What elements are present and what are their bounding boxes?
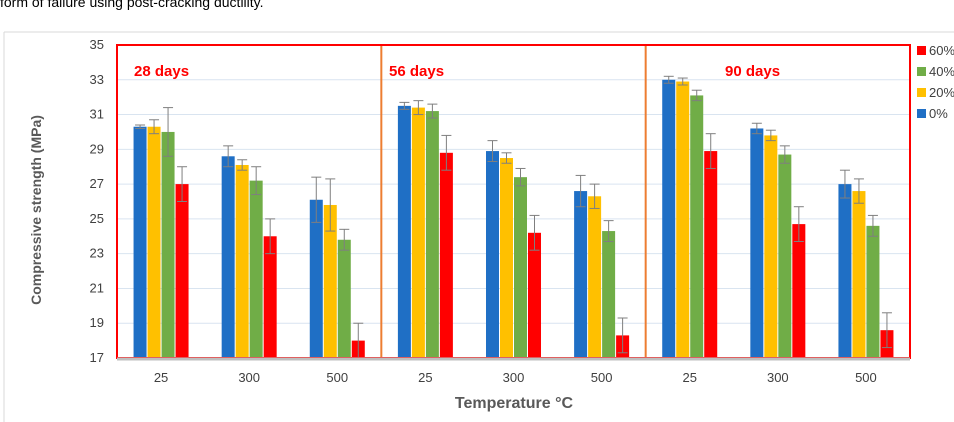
y-tick-label: 33: [90, 72, 104, 87]
y-tick-label: 25: [90, 211, 104, 226]
y-tick-label: 27: [90, 176, 104, 191]
legend-swatch: [917, 88, 926, 97]
bar: [221, 156, 235, 358]
bar: [249, 180, 263, 358]
bar: [574, 191, 588, 358]
x-tick-label: 500: [591, 370, 613, 385]
bar: [439, 152, 453, 358]
bar: [838, 184, 852, 358]
legend-label: 0%: [929, 106, 948, 121]
bar: [750, 128, 764, 358]
bar: [676, 81, 690, 359]
bar: [133, 126, 147, 358]
bar: [866, 225, 880, 358]
y-tick-label: 23: [90, 246, 104, 261]
legend-swatch: [917, 67, 926, 76]
y-tick-label: 17: [90, 350, 104, 365]
x-tick-label: 300: [503, 370, 525, 385]
bar: [323, 204, 337, 358]
bar: [500, 158, 513, 358]
bar: [235, 164, 249, 358]
legend-label: 40%: [929, 64, 954, 79]
x-tick-label: 500: [855, 370, 877, 385]
legend-label: 60%: [929, 43, 954, 58]
bar: [147, 126, 161, 358]
x-tick-label: 500: [326, 370, 348, 385]
bar: [175, 184, 189, 358]
bar: [852, 191, 866, 358]
x-tick-label: 25: [682, 370, 696, 385]
panel-label: 28 days: [134, 63, 189, 80]
bar: [528, 232, 541, 358]
panel-label: 90 days: [725, 63, 780, 80]
bar: [486, 151, 499, 358]
y-tick-label: 19: [90, 315, 104, 330]
y-axis-title: Compressive strength (MPa): [28, 115, 44, 305]
bar: [337, 239, 351, 358]
bar: [778, 154, 792, 358]
bar: [397, 105, 411, 358]
bar: [309, 199, 323, 358]
axis-layer: 17 19 21 23 25 27 29 31 33 35 25 300 500 25 300 500 25 30…: [90, 37, 910, 385]
x-tick-label: 300: [238, 370, 260, 385]
y-tick-label: 35: [90, 37, 104, 52]
x-axis-title: Temperature °C: [455, 395, 574, 412]
y-tick-label: 21: [90, 280, 104, 295]
bar: [690, 95, 704, 358]
y-tick-label: 31: [90, 107, 104, 122]
bar: [602, 231, 616, 358]
legend: 60% 40% 20% 0%: [917, 43, 954, 121]
bar: [792, 224, 806, 358]
bar: [662, 79, 676, 359]
y-tick-label: 29: [90, 141, 104, 156]
legend-swatch: [917, 46, 926, 55]
x-tick-label: 300: [767, 370, 789, 385]
bar: [764, 135, 778, 358]
panel-label: 56 days: [389, 63, 444, 80]
x-tick-label: 25: [154, 370, 168, 385]
bar: [411, 107, 425, 358]
bars-layer: [133, 79, 894, 359]
bar: [704, 151, 718, 358]
x-tick-label: 25: [418, 370, 432, 385]
legend-swatch: [917, 109, 926, 118]
bar: [514, 177, 527, 358]
caption-text: form of failure using post-cracking duct…: [0, 0, 264, 10]
bar: [161, 131, 175, 358]
bar: [263, 236, 277, 358]
bar: [588, 196, 602, 358]
bar: [425, 111, 439, 358]
legend-label: 20%: [929, 85, 954, 100]
error-bars-layer: [135, 75, 892, 359]
